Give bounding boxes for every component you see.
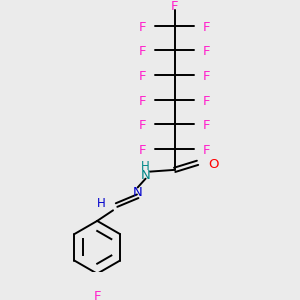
Text: N: N xyxy=(133,186,142,199)
Text: F: F xyxy=(203,70,210,83)
Text: F: F xyxy=(139,70,146,83)
Text: F: F xyxy=(203,144,210,157)
Text: F: F xyxy=(93,290,101,300)
Text: O: O xyxy=(208,158,219,171)
Text: H: H xyxy=(141,160,150,172)
Text: F: F xyxy=(203,119,210,132)
Text: F: F xyxy=(171,0,178,13)
Text: F: F xyxy=(203,94,210,108)
Text: F: F xyxy=(139,45,146,58)
Text: F: F xyxy=(203,45,210,58)
Text: N: N xyxy=(141,169,151,182)
Text: F: F xyxy=(139,144,146,157)
Text: H: H xyxy=(97,196,106,209)
Text: F: F xyxy=(203,21,210,34)
Text: F: F xyxy=(139,21,146,34)
Text: F: F xyxy=(139,119,146,132)
Text: F: F xyxy=(139,94,146,108)
